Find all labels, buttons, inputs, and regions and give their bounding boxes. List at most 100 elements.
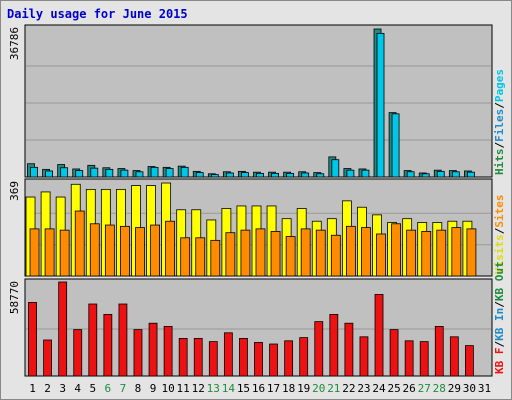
bar-marks xyxy=(25,28,477,377)
kbytes-bar-kb-f xyxy=(58,281,68,377)
visits-bar-sites xyxy=(120,225,130,277)
hits-bar-files xyxy=(436,170,445,178)
visits-bar-sites xyxy=(361,227,371,277)
visits-bar-sites xyxy=(29,228,40,277)
hits-bar-files xyxy=(301,172,310,178)
x-tick-label: 2 xyxy=(44,382,51,395)
x-tick-label: 5 xyxy=(89,382,96,395)
visits-bar-sites xyxy=(376,233,386,277)
kbytes-bar-kb-f xyxy=(148,322,158,377)
visits-bar-sites xyxy=(44,228,55,277)
hits-bar-files xyxy=(105,168,114,178)
x-tick-label: 23 xyxy=(357,382,370,395)
x-tick-label: 11 xyxy=(177,382,190,395)
kbytes-bar-kb-f xyxy=(269,343,278,377)
kbytes-bar-kb-f xyxy=(374,294,384,377)
x-tick-label: 20 xyxy=(312,382,325,395)
x-tick-label: 26 xyxy=(403,382,416,395)
visits-bar-sites xyxy=(180,237,191,277)
x-tick-label: 17 xyxy=(267,382,280,395)
hits-bar-files xyxy=(210,174,219,178)
kbytes-bar-kb-f xyxy=(43,339,52,377)
legend-entry: / xyxy=(493,227,506,234)
hits-bar-files xyxy=(286,172,295,178)
hits-bar-files xyxy=(60,167,69,178)
kbytes-bar-kb-f xyxy=(404,340,414,377)
x-tick-label: 1 xyxy=(29,382,36,395)
x-tick-label: 10 xyxy=(161,382,174,395)
visits-bar-sites xyxy=(255,228,266,277)
hits-bar-files xyxy=(195,172,204,178)
hits-bar-files xyxy=(45,170,53,178)
x-tick-label: 18 xyxy=(282,382,295,395)
x-tick-label: 25 xyxy=(387,382,400,395)
kbytes-bar-kb-f xyxy=(223,332,233,377)
hits-legend: Hits/Files/Pages xyxy=(493,69,506,175)
visits-ymax-label: 369 xyxy=(8,181,21,201)
hits-bar-files xyxy=(225,172,234,178)
hits-bar-files xyxy=(451,171,460,178)
kbytes-bar-kb-f xyxy=(88,303,98,377)
legend-entry: Sites xyxy=(493,195,506,228)
kbytes-legend: KB F/KB In/KB Out xyxy=(493,261,506,374)
x-tick-label: 13 xyxy=(207,382,220,395)
visits-bar-sites xyxy=(104,224,115,277)
x-tick-label: 14 xyxy=(222,382,236,395)
visits-bar-sites xyxy=(406,229,417,277)
x-tick-label: 21 xyxy=(327,382,340,395)
x-tick-label: 15 xyxy=(237,382,250,395)
x-tick-label: 27 xyxy=(418,382,431,395)
hits-bar-files xyxy=(316,173,325,178)
legend-entry: Visits xyxy=(493,234,506,274)
visits-bar-sites xyxy=(59,229,70,277)
visits-bar-sites xyxy=(225,232,236,277)
visits-bar-sites xyxy=(421,231,432,277)
visits-bar-sites xyxy=(391,223,401,277)
x-tick-label: 24 xyxy=(372,382,386,395)
hits-bar-files xyxy=(346,169,355,178)
legend-entry: KB Out xyxy=(493,261,506,301)
kbytes-bar-kb-f xyxy=(73,329,83,377)
x-tick-label: 6 xyxy=(105,382,112,395)
chart-title: Daily usage for June 2015 xyxy=(7,7,188,21)
kbytes-bar-kb-f xyxy=(284,340,294,377)
kbytes-bar-kb-f xyxy=(103,314,113,377)
kbytes-bar-kb-f xyxy=(434,326,444,377)
kbytes-bar-kb-f xyxy=(329,314,339,377)
hits-bar-files xyxy=(256,172,264,178)
visits-bar-sites xyxy=(451,227,462,277)
hits-bar-files xyxy=(391,113,400,178)
kbytes-bar-kb-f xyxy=(178,338,188,377)
visits-bar-sites xyxy=(74,210,85,277)
kbytes-ymax-label: 58770 xyxy=(8,281,21,314)
x-tick-label: 16 xyxy=(252,382,265,395)
visits-legend: Visits/Sites xyxy=(493,195,506,275)
visits-bar-sites xyxy=(210,239,221,277)
hits-bar-files xyxy=(75,170,84,178)
hits-bar-files xyxy=(376,32,385,178)
hits-ymax-label: 36786 xyxy=(8,27,21,60)
kbytes-bar-kb-f xyxy=(464,345,474,377)
visits-bar-sites xyxy=(165,220,176,277)
hits-plot-area xyxy=(24,24,493,178)
kbytes-bar-kb-f xyxy=(314,321,324,377)
hits-bar-files xyxy=(90,167,99,178)
kbytes-bar-kb-f xyxy=(254,342,263,377)
legend-entry: / xyxy=(493,142,506,149)
x-tick-label: 12 xyxy=(192,382,205,395)
hits-bar-files xyxy=(421,173,430,178)
kbytes-bar-kb-f xyxy=(133,329,143,377)
visits-bar-sites xyxy=(466,228,477,277)
visits-bar-sites xyxy=(240,229,251,277)
kbytes-bar-kb-f xyxy=(193,338,203,377)
x-tick-label: 9 xyxy=(150,382,157,395)
x-tick-label: 3 xyxy=(59,382,66,395)
kbytes-bar-kb-f xyxy=(359,336,369,377)
kbytes-bar-kb-f xyxy=(299,337,309,377)
hits-bar-files xyxy=(406,171,415,178)
legend-entry: / xyxy=(493,102,506,109)
visits-bar-sites xyxy=(315,229,326,277)
visits-bar-sites xyxy=(150,224,160,277)
visits-bar-sites xyxy=(135,227,145,277)
